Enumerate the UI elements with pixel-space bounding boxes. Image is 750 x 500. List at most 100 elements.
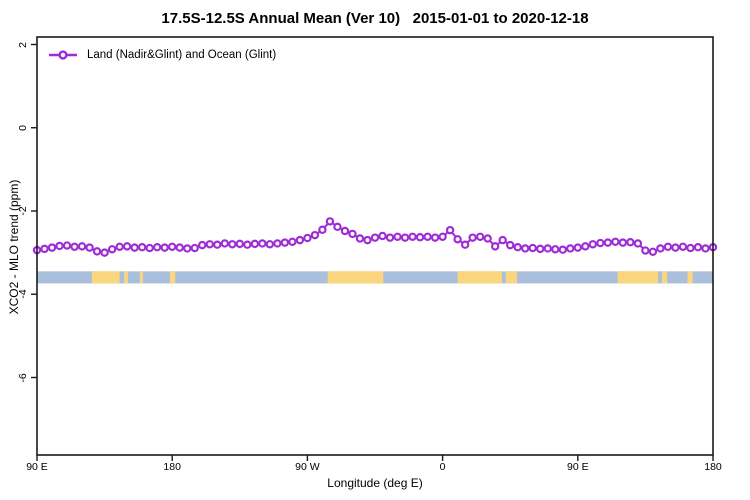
data-point-marker: [273, 239, 282, 248]
data-point-marker: [693, 243, 703, 252]
data-point-marker: [378, 231, 387, 241]
data-point-marker: [626, 238, 635, 247]
data-point-marker: [671, 243, 680, 252]
data-point-marker: [325, 217, 335, 226]
land-band-segment: [91, 271, 120, 284]
y-tick-label: -4: [17, 289, 29, 299]
data-point-marker: [513, 243, 522, 252]
data-point-marker: [122, 242, 132, 251]
data-point-marker: [85, 243, 94, 252]
data-point-marker: [490, 242, 500, 251]
data-point-marker: [175, 243, 184, 252]
data-point-marker: [701, 244, 710, 253]
land-band-segment: [124, 271, 128, 284]
data-point-marker: [475, 232, 485, 242]
data-point-marker: [506, 240, 515, 250]
data-point-marker: [498, 235, 507, 245]
data-point-marker: [415, 233, 425, 242]
y-tick-label: -2: [17, 206, 29, 216]
data-point-marker: [611, 237, 620, 247]
data-point-marker: [603, 238, 613, 247]
legend-label: Land (Nadir&Glint) and Ocean (Glint): [87, 49, 277, 61]
data-point-marker: [558, 245, 567, 254]
data-point-marker: [453, 235, 462, 244]
data-point-marker: [438, 232, 447, 242]
y-axis-title: XCO2 - MLO trend (ppm): [7, 179, 21, 315]
data-point-marker: [423, 232, 432, 242]
data-point-marker: [228, 240, 237, 249]
data-point-marker: [77, 242, 87, 251]
land-band-segment: [139, 271, 143, 284]
data-point-marker: [400, 233, 410, 242]
x-tick-label: 90 W: [295, 461, 320, 473]
data-point-marker: [167, 242, 177, 251]
data-point-marker: [160, 243, 169, 252]
data-point-marker: [551, 245, 560, 254]
data-point-marker: [265, 240, 275, 249]
data-point-marker: [678, 242, 688, 251]
data-point-marker: [581, 242, 590, 251]
data-point-marker: [355, 234, 365, 243]
data-point-marker: [205, 240, 214, 249]
data-point-marker: [393, 232, 402, 242]
data-point-marker: [213, 240, 222, 249]
data-point-marker: [385, 233, 395, 242]
data-point-marker: [107, 245, 117, 254]
y-tick-label: 0: [17, 124, 29, 131]
data-point-marker: [55, 241, 64, 251]
data-point-marker: [468, 233, 477, 242]
x-tick-label: 0: [439, 461, 446, 473]
data-point-marker: [618, 238, 628, 247]
plot-border: [36, 36, 714, 456]
data-point-marker: [521, 244, 530, 253]
data-point-marker: [198, 240, 207, 250]
data-point-marker: [430, 233, 440, 242]
data-point-marker: [536, 244, 545, 254]
data-point-marker: [137, 243, 147, 252]
land-band-segment: [661, 271, 668, 284]
land-band-segment: [169, 271, 176, 284]
data-point-marker: [100, 248, 109, 257]
data-point-marker: [235, 239, 244, 249]
chart-title: 17.5S-12.5S Annual Mean (Ver 10) 2015-01…: [161, 10, 589, 27]
data-point-marker: [460, 240, 470, 249]
data-point-marker: [641, 246, 650, 255]
y-tick-label: 2: [17, 41, 29, 48]
plot-frame: [31, 36, 714, 461]
data-series: [32, 217, 718, 257]
land-band-segment: [617, 271, 659, 284]
data-point-marker: [40, 244, 49, 254]
data-point-marker: [288, 237, 297, 247]
data-point-marker: [663, 242, 673, 251]
data-point-marker: [145, 243, 154, 253]
data-point-marker: [62, 241, 72, 250]
x-tick-label: 180: [704, 461, 722, 473]
land-band-segment: [327, 271, 384, 284]
x-tick-label: 90 E: [566, 461, 589, 473]
data-point-marker: [348, 229, 357, 239]
data-point-marker: [528, 243, 537, 253]
land-band-segment: [505, 271, 517, 284]
data-point-marker: [445, 225, 455, 235]
data-point-marker: [363, 235, 372, 245]
land-band-segment: [687, 271, 693, 284]
data-point-marker: [686, 243, 695, 253]
data-point-marker: [258, 239, 267, 248]
data-point-marker: [656, 244, 665, 253]
data-point-marker: [408, 232, 417, 242]
data-point-marker: [633, 239, 643, 248]
legend-marker-icon: [49, 50, 77, 60]
data-point-marker: [596, 238, 605, 248]
legend: Land (Nadir&Glint) and Ocean (Glint): [48, 49, 276, 61]
data-point-marker: [295, 235, 305, 245]
data-point-marker: [92, 247, 102, 256]
data-point-marker: [220, 239, 229, 248]
data-point-marker: [543, 244, 552, 253]
data-point-marker: [370, 233, 380, 242]
data-point-marker: [190, 243, 199, 253]
data-point-marker: [588, 240, 598, 249]
data-point-marker: [243, 240, 252, 249]
data-point-marker: [183, 244, 192, 253]
